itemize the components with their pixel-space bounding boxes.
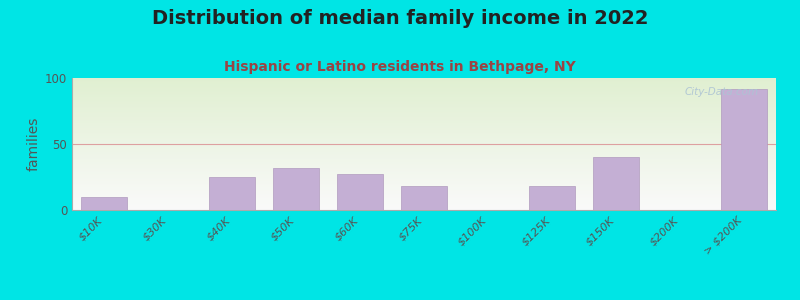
Bar: [209, 177, 255, 210]
Text: City-Data.com: City-Data.com: [684, 87, 758, 97]
Bar: [721, 88, 767, 210]
Bar: [273, 168, 319, 210]
Bar: [81, 197, 127, 210]
Bar: [401, 186, 447, 210]
Bar: [337, 174, 383, 210]
Y-axis label: families: families: [26, 117, 41, 171]
Bar: [593, 157, 639, 210]
Text: Hispanic or Latino residents in Bethpage, NY: Hispanic or Latino residents in Bethpage…: [224, 60, 576, 74]
Text: Distribution of median family income in 2022: Distribution of median family income in …: [152, 9, 648, 28]
Bar: [529, 186, 575, 210]
